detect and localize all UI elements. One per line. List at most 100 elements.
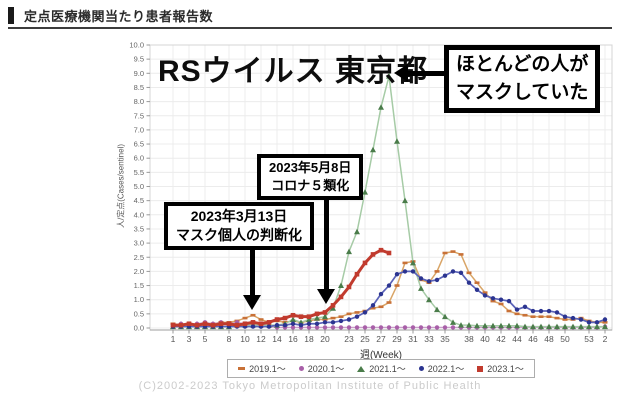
annotation-line: ほとんどの人が	[456, 54, 589, 75]
data-point	[578, 323, 584, 330]
data-point	[378, 291, 384, 297]
left-arrow	[408, 71, 446, 76]
data-point	[418, 285, 424, 291]
data-point	[346, 317, 352, 322]
data-point	[522, 323, 528, 330]
x-tick-label: 35	[440, 334, 450, 344]
y-tick-label: 9.0	[134, 69, 144, 78]
annotation-line: マスク個人の判断化	[176, 227, 302, 243]
x-tick-label: 1	[171, 334, 176, 344]
data-point	[562, 323, 568, 330]
data-point	[290, 312, 296, 318]
data-point	[370, 303, 376, 308]
circle-marker-icon	[298, 366, 304, 371]
data-point	[330, 303, 336, 308]
down-arrow	[324, 194, 329, 290]
data-point	[442, 251, 448, 255]
annotation-mask-personal-judgment: 2023年3月13日 マスク個人の判断化	[164, 202, 314, 250]
x-tick-label: 20	[320, 334, 330, 344]
y-tick-label: 1.5	[134, 281, 144, 290]
y-tick-label: 10.0	[129, 41, 144, 50]
data-point	[506, 322, 512, 329]
data-point	[290, 321, 296, 326]
data-point	[554, 323, 560, 330]
data-point	[386, 283, 392, 288]
data-point	[290, 316, 296, 323]
data-point	[538, 315, 544, 318]
x-tick-label: 44	[512, 334, 522, 344]
data-point	[298, 322, 304, 328]
data-point	[386, 250, 392, 256]
data-point	[594, 320, 600, 325]
x-tick-label: 8	[227, 334, 232, 344]
data-point	[370, 146, 376, 153]
x-tick-label: 10	[240, 334, 250, 344]
data-point	[506, 298, 512, 304]
legend-label: 2019.1～	[249, 364, 286, 374]
square-marker-icon	[477, 365, 484, 372]
data-point	[490, 296, 496, 301]
data-point	[394, 272, 400, 277]
left-arrowhead-icon	[394, 64, 408, 82]
data-point	[458, 322, 464, 328]
data-point	[354, 325, 360, 330]
data-point	[482, 291, 488, 294]
data-point	[298, 319, 304, 325]
legend-item-2023.1～: 2023.1～	[477, 362, 524, 375]
legend: 2019.1～ 2020.1～ 2021.1～ 2022.1～ 2023.1～	[227, 359, 535, 378]
x-tick-label: 53	[584, 334, 594, 344]
data-point	[490, 299, 496, 303]
data-point	[530, 323, 536, 330]
circle-marker-icon	[418, 366, 424, 371]
data-point	[386, 73, 392, 79]
data-point	[402, 325, 408, 330]
data-point	[370, 306, 376, 310]
y-tick-label: 4.5	[134, 196, 144, 205]
data-point	[458, 253, 464, 256]
y-tick-label: 9.5	[134, 55, 144, 64]
legend-label: 2023.1～	[487, 364, 524, 374]
data-point	[562, 314, 568, 319]
dash-marker-icon	[238, 367, 246, 370]
data-point	[330, 305, 336, 311]
x-tick-label: 12	[256, 334, 266, 344]
data-point	[450, 325, 456, 330]
data-point	[522, 304, 528, 309]
data-point	[394, 284, 400, 287]
data-point	[346, 248, 352, 255]
data-point	[314, 325, 320, 330]
data-point	[546, 315, 552, 318]
data-point	[314, 311, 320, 317]
data-point	[538, 323, 544, 330]
x-tick-label: 42	[496, 334, 506, 344]
data-point	[354, 271, 360, 277]
data-point	[570, 315, 576, 321]
data-point	[538, 308, 544, 314]
data-point	[586, 320, 592, 325]
x-tick-label: 23	[344, 334, 354, 344]
copyright-text: (C)2002-2023 Tokyo Metropolitan Institut…	[138, 380, 482, 392]
page-header: 定点医療機関当たり患者報告数	[8, 4, 612, 29]
data-point	[314, 315, 320, 321]
data-point	[234, 322, 240, 328]
y-tick-label: 0.0	[134, 324, 144, 333]
data-point	[218, 321, 224, 327]
data-point	[362, 189, 368, 195]
x-tick-label: 2	[603, 334, 608, 344]
annotation-line: 2023年3月13日	[190, 208, 288, 224]
y-tick-label: 2.5	[134, 253, 144, 262]
data-point	[490, 322, 496, 329]
data-point	[554, 310, 560, 315]
data-point	[498, 322, 504, 329]
data-point	[362, 325, 368, 330]
data-point	[466, 322, 472, 328]
down-arrowhead-icon	[317, 289, 335, 304]
legend-label: 2021.1～	[369, 364, 406, 374]
y-tick-label: 8.5	[134, 83, 144, 92]
triangle-marker-icon	[357, 365, 366, 372]
data-point	[474, 281, 480, 285]
data-point	[482, 293, 488, 298]
data-point	[554, 316, 560, 320]
data-point	[434, 277, 440, 283]
